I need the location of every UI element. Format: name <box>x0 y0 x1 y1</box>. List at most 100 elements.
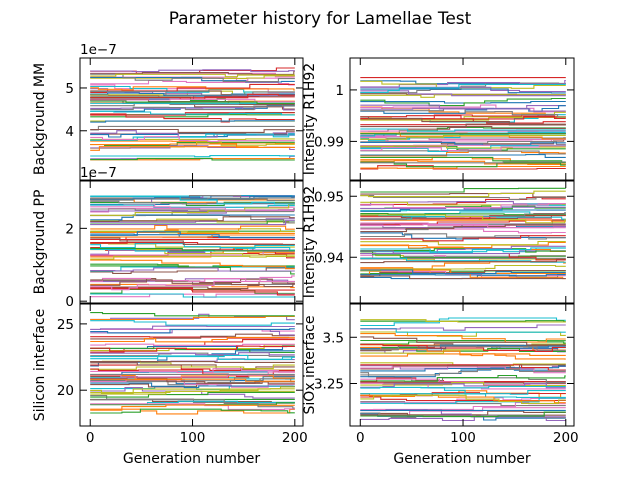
series-trace <box>360 150 566 155</box>
y-tick-label: 20 <box>57 383 74 399</box>
series-trace <box>360 347 566 360</box>
series-trace <box>360 241 566 249</box>
series-trace <box>90 336 295 343</box>
y-tick-label: 3.5 <box>323 330 344 346</box>
series-trace <box>90 293 295 298</box>
series-trace <box>360 88 566 94</box>
series-trace <box>90 99 295 110</box>
series-trace <box>90 255 295 260</box>
series-trace <box>360 264 566 272</box>
series-trace <box>90 267 295 272</box>
axes-frame <box>349 57 575 181</box>
series-trace <box>90 250 295 256</box>
series-trace <box>360 202 566 209</box>
series-trace <box>90 120 295 123</box>
series-trace <box>90 386 295 394</box>
y-axis-label: Silicon interface <box>32 309 48 422</box>
series-trace <box>90 113 295 123</box>
series-trace <box>90 399 295 409</box>
series-trace <box>360 248 566 253</box>
series-trace <box>90 354 295 360</box>
y-axis-label: Background PP <box>32 190 48 295</box>
series-trace <box>90 368 295 374</box>
series-trace <box>360 343 566 352</box>
series-trace <box>90 362 295 370</box>
series-trace <box>90 146 295 151</box>
series-trace <box>360 258 566 264</box>
panel-bottom-right: 0 100 200 3.25 3.5 SiOx interface Generation n… <box>302 303 579 467</box>
series-trace <box>360 269 566 275</box>
series-trace <box>360 223 566 229</box>
x-tick-label: 200 <box>282 430 308 446</box>
panel-top-right: 0.99 1 Intensity R1H92 <box>302 57 575 181</box>
series-trace <box>90 69 295 73</box>
series-trace <box>90 293 295 298</box>
series-trace <box>360 274 566 277</box>
series-trace <box>90 228 295 233</box>
series-trace <box>90 249 295 256</box>
series-trace <box>360 154 566 158</box>
figure-title: Parameter history for Lamellae Test <box>169 9 472 29</box>
y-offset-label: 1e−7 <box>80 165 117 181</box>
series-trace <box>90 247 295 252</box>
x-tick-label: 100 <box>180 430 206 446</box>
series-trace <box>360 345 566 351</box>
panel-bottom-left: 0 100 200 20 25 Silicon interface Generation n… <box>32 303 308 467</box>
series-trace <box>90 328 295 334</box>
series-trace <box>90 200 295 205</box>
series-trace <box>90 79 295 86</box>
series-trace <box>360 235 566 242</box>
series-trace <box>360 97 566 107</box>
series-trace <box>360 353 566 357</box>
series-trace <box>90 76 295 83</box>
series-trace <box>90 70 295 75</box>
series-trace <box>360 233 566 240</box>
series-trace <box>360 409 566 418</box>
series-trace <box>90 288 295 291</box>
series-trace <box>90 224 295 230</box>
series-trace <box>90 288 295 294</box>
series-trace <box>90 157 295 161</box>
y-tick-label: 2 <box>65 221 74 237</box>
series-trace <box>90 352 295 356</box>
series-trace <box>360 364 566 371</box>
series-trace <box>360 161 566 164</box>
series-trace <box>360 132 566 140</box>
series-trace <box>360 392 566 397</box>
series-trace <box>90 265 295 275</box>
y-tick-label: 1 <box>335 83 344 99</box>
series-trace <box>90 112 295 116</box>
y-tick-label: 0.99 <box>314 134 344 150</box>
series-trace <box>90 343 295 346</box>
panel-middle-left: 0 2 1e−7 Background PP <box>32 165 304 310</box>
series-trace <box>360 228 566 234</box>
series-trace <box>90 105 295 111</box>
series-trace <box>360 366 566 374</box>
series-trace <box>90 100 295 105</box>
y-tick-label: 25 <box>57 317 74 333</box>
series-trace <box>90 220 295 226</box>
series-trace <box>90 312 295 317</box>
series-trace <box>360 211 566 221</box>
series-trace <box>360 100 566 104</box>
series-trace <box>90 408 295 414</box>
series-trace <box>90 206 295 211</box>
trace-group <box>360 317 566 422</box>
series-trace <box>90 204 295 208</box>
series-trace <box>90 237 295 245</box>
y-axis-label: Intensity R1H92 <box>302 186 318 298</box>
series-trace <box>90 155 295 158</box>
series-trace <box>360 79 566 88</box>
series-trace <box>90 197 295 200</box>
series-trace <box>360 213 566 216</box>
series-trace <box>360 116 566 126</box>
series-trace <box>90 287 295 296</box>
series-trace <box>360 208 566 212</box>
series-trace <box>360 134 566 140</box>
series-trace <box>90 92 295 96</box>
series-trace <box>90 141 295 146</box>
series-trace <box>360 104 566 113</box>
x-tick-label: 0 <box>356 430 365 446</box>
series-trace <box>360 224 566 233</box>
series-trace <box>360 90 566 97</box>
